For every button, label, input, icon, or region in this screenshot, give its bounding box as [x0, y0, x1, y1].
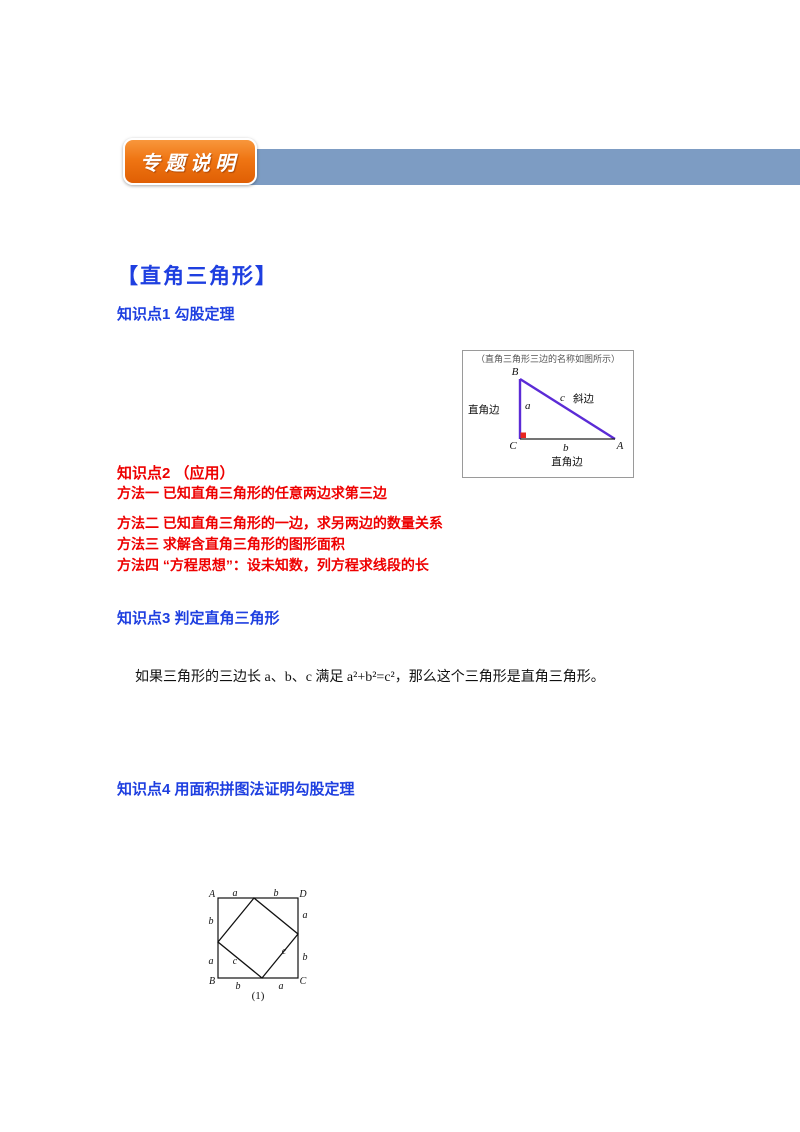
- right-triangle-figure: （直角三角形三边的名称如图所示） B C A a c 斜边 b 直角边 直角边: [462, 350, 634, 478]
- corner-c-label: C: [300, 976, 307, 987]
- right-angle-marker: [520, 432, 526, 438]
- kp3-title: 知识点3 判定直角三角形: [117, 610, 280, 627]
- topic-banner-label: 专题说明: [140, 153, 240, 175]
- figure2-caption: (1): [252, 990, 265, 1002]
- right-triangle-svg: （直角三角形三边的名称如图所示） B C A a c 斜边 b 直角边 直角边: [468, 353, 624, 468]
- inner-c2-label: c: [282, 946, 287, 957]
- left-edge-a-label: a: [209, 956, 214, 967]
- left-edge-b-label: b: [209, 916, 214, 927]
- section-heading: 【直角三角形】: [117, 265, 278, 288]
- inner-c1-label: c: [233, 956, 238, 967]
- top-edge-a-label: a: [233, 888, 238, 899]
- side-c-label: c: [560, 392, 565, 404]
- inner-square: [217, 897, 299, 979]
- kp4-title: 知识点4 用面积拼图法证明勾股定理: [117, 781, 355, 798]
- top-edge-b-label: b: [274, 888, 279, 899]
- bottom-edge-b-label: b: [236, 981, 241, 992]
- kp2-method-2: 方法二 已知直角三角形的一边，求另两边的数量关系: [117, 515, 443, 531]
- vertex-b-label: B: [512, 366, 519, 378]
- left-leg-label: 直角边: [468, 403, 500, 416]
- banner-bar: [247, 149, 800, 185]
- outer-square: [217, 897, 299, 979]
- kp2-method-4: 方法四 “方程思想”：设未知数，列方程求线段的长: [117, 557, 429, 573]
- side-a-label: a: [525, 400, 531, 412]
- hypotenuse-label: 斜边: [573, 392, 594, 405]
- topic-banner-button: 专题说明: [123, 138, 257, 185]
- vertex-a-label: A: [616, 440, 624, 452]
- corner-d-label: D: [298, 889, 307, 900]
- puzzle-square-svg: A D B C a b b a a b b a c c (1): [208, 888, 308, 1002]
- figure1-note: （直角三角形三边的名称如图所示）: [476, 353, 620, 364]
- vertex-c-label: C: [509, 440, 517, 452]
- right-edge-a-label: a: [303, 910, 308, 921]
- bottom-leg-label: 直角边: [551, 455, 583, 468]
- corner-b-label: B: [209, 976, 215, 987]
- triangle-hypotenuse-line: [519, 377, 616, 441]
- kp3-theorem-text: 如果三角形的三边长 a、b、c 满足 a²+b²=c²，那么这个三角形是直角三角…: [135, 670, 605, 685]
- kp2-title: 知识点2 （应用）: [117, 465, 235, 482]
- right-edge-b-label: b: [303, 952, 308, 963]
- corner-a-label: A: [208, 889, 216, 900]
- kp2-method-3: 方法三 求解含直角三角形的图形面积: [117, 536, 345, 552]
- side-b-label: b: [563, 442, 569, 454]
- pythagorean-puzzle-figure: A D B C a b b a a b b a c c (1): [200, 888, 315, 1002]
- kp2-method-1: 方法一 已知直角三角形的任意两边求第三边: [117, 485, 387, 501]
- bottom-edge-a-label: a: [279, 981, 284, 992]
- kp1-title: 知识点1 勾股定理: [117, 306, 235, 323]
